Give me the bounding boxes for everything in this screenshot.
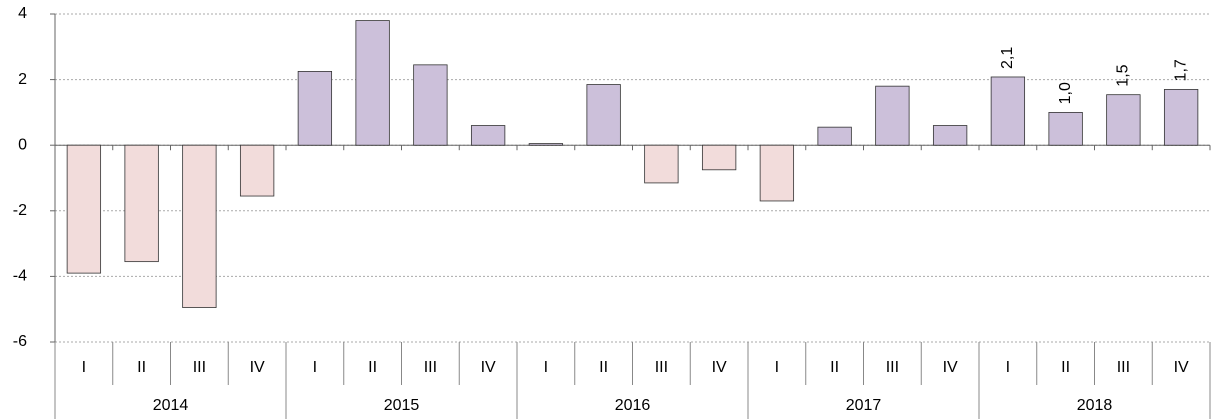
bar <box>990 76 1026 146</box>
bar <box>1048 112 1083 146</box>
bar <box>182 144 217 308</box>
x-tick-label: IV <box>1174 359 1189 376</box>
bar <box>1106 94 1141 146</box>
bar <box>66 144 102 274</box>
group-label: 2016 <box>615 397 651 414</box>
x-tick-label: II <box>830 359 839 376</box>
x-tick-label: IV <box>250 359 265 376</box>
x-tick-label: IV <box>712 359 727 376</box>
bar <box>586 84 621 146</box>
value-label: 1,7 <box>1172 59 1189 81</box>
bar <box>297 71 333 146</box>
bar <box>124 144 159 263</box>
y-tick-label: 2 <box>18 71 27 88</box>
x-tick-label: IV <box>943 359 958 376</box>
x-tick-label: II <box>599 359 608 376</box>
bar <box>875 85 910 146</box>
group-label: 2015 <box>384 397 420 414</box>
bar <box>470 125 506 146</box>
bar <box>1163 89 1199 146</box>
y-tick-label: -6 <box>13 333 27 350</box>
bar <box>817 126 852 146</box>
x-tick-label: I <box>82 359 86 376</box>
x-tick-label: I <box>313 359 317 376</box>
y-tick-label: -4 <box>13 268 27 285</box>
x-tick-label: I <box>1006 359 1010 376</box>
bar <box>239 144 275 197</box>
group-label: 2017 <box>846 397 882 414</box>
y-tick-label: -2 <box>13 202 27 219</box>
x-tick-label: IV <box>481 359 496 376</box>
bar <box>701 144 737 171</box>
group-label: 2018 <box>1077 397 1113 414</box>
x-tick-label: II <box>137 359 146 376</box>
x-tick-label: I <box>775 359 779 376</box>
value-label: 1,5 <box>1115 64 1132 86</box>
x-tick-label: III <box>424 359 437 376</box>
value-label: 2,1 <box>999 47 1016 69</box>
bar <box>932 125 968 146</box>
y-tick-label: 0 <box>18 136 27 153</box>
x-tick-label: II <box>1061 359 1070 376</box>
value-label: 1,0 <box>1057 82 1074 104</box>
bar <box>413 64 448 146</box>
x-tick-label: III <box>886 359 899 376</box>
x-tick-label: III <box>655 359 668 376</box>
y-tick-label: 4 <box>18 5 27 22</box>
bar <box>355 20 390 146</box>
bar <box>759 144 795 202</box>
x-tick-label: III <box>193 359 206 376</box>
group-label: 2014 <box>153 397 189 414</box>
x-tick-label: I <box>544 359 548 376</box>
x-tick-label: II <box>368 359 377 376</box>
x-tick-label: III <box>1117 359 1130 376</box>
bar <box>528 143 564 146</box>
bar <box>644 144 679 184</box>
